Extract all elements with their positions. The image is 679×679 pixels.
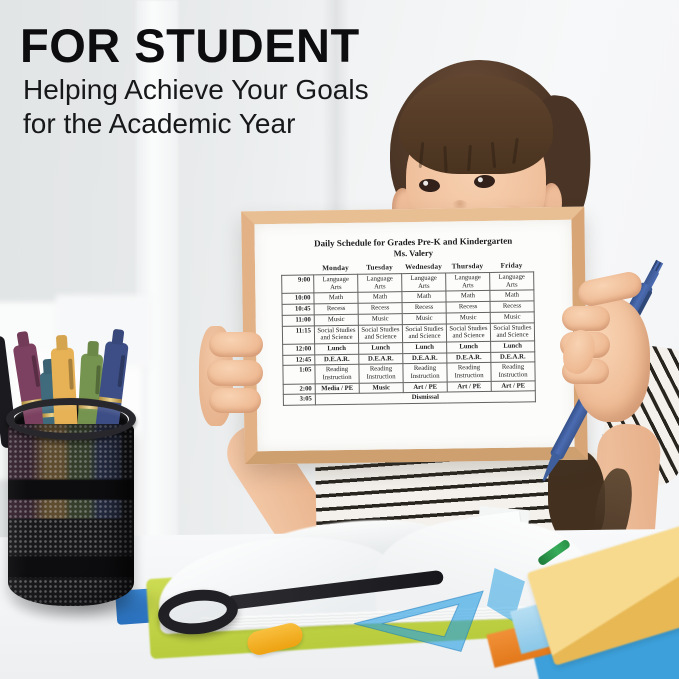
pen-plunger	[111, 328, 125, 346]
finger	[562, 306, 610, 331]
wall-corner-shadow	[322, 0, 350, 212]
pen-plunger	[86, 340, 99, 357]
finger	[207, 360, 263, 386]
girl-bangs	[399, 76, 553, 174]
finger	[209, 332, 263, 357]
pen-cup-rim	[6, 398, 136, 440]
headline-title: FOR STUDENT	[20, 19, 360, 72]
girl-right-hand	[559, 269, 657, 432]
headline-subtitle: Helping Achieve Your Goals	[23, 74, 369, 105]
triangle-ruler	[353, 590, 484, 652]
pen-plunger	[55, 334, 68, 351]
headline-subtitle: for the Academic Year	[23, 108, 296, 139]
finger	[209, 388, 261, 413]
pen-clip	[68, 358, 74, 391]
pen-cup	[8, 424, 134, 606]
pen-plunger	[16, 330, 30, 348]
background-pillar	[136, 0, 178, 560]
girl-left-hand	[199, 320, 273, 440]
